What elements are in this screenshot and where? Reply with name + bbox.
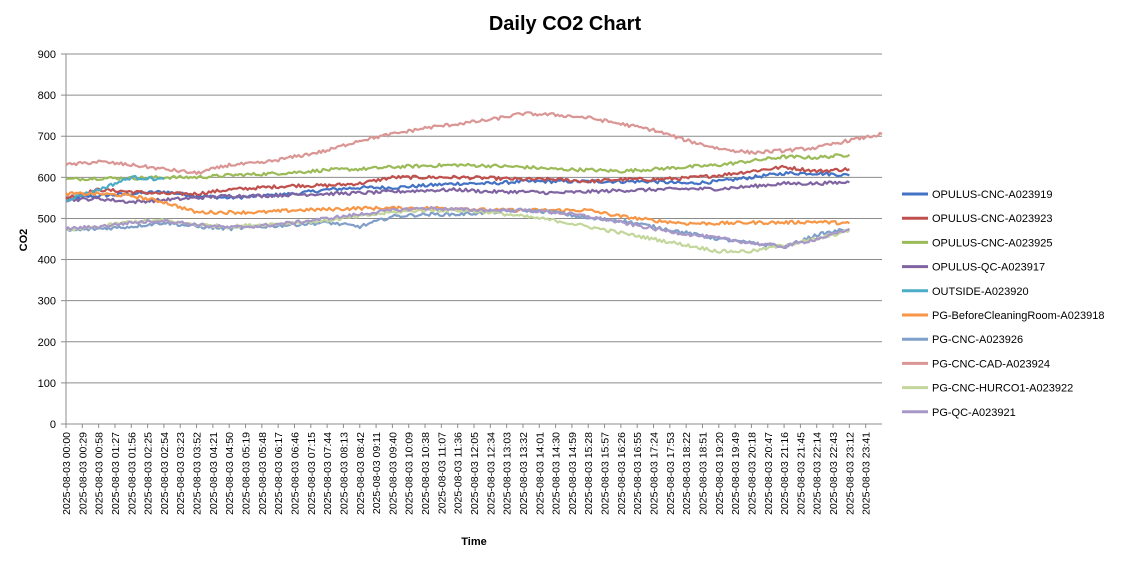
y-tick-label: 800 <box>38 90 56 102</box>
legend-item: PG-BeforeCleaningRoom-A023918 <box>902 310 1104 322</box>
x-tick-label: 2025-08-03 11:36 <box>453 432 465 514</box>
y-axis-label: CO2 <box>18 229 30 252</box>
x-tick-label: 2025-08-03 03:52 <box>192 432 204 515</box>
x-tick-label: 2025-08-03 19:20 <box>714 432 726 515</box>
x-tick-label: 2025-08-03 00:00 <box>61 432 73 515</box>
legend-label: OPULUS-QC-A023917 <box>932 262 1045 274</box>
legend-label: PG-QC-A023921 <box>932 407 1016 419</box>
legend-item: OPULUS-CNC-A023923 <box>902 213 1052 225</box>
x-tick-label: 2025-08-03 04:50 <box>224 432 236 515</box>
x-tick-label: 2025-08-03 05:48 <box>257 432 269 515</box>
x-tick-label: 2025-08-03 01:56 <box>126 432 138 515</box>
y-axis: 0 100 200 300 400 500 600 700 800 900 <box>38 49 67 431</box>
x-tick-label: 2025-08-03 23:12 <box>844 432 856 515</box>
gridlines <box>66 53 882 425</box>
legend-item: PG-CNC-HURCO1-A023922 <box>902 383 1073 395</box>
x-tick-label: 2025-08-03 18:22 <box>681 432 693 515</box>
x-tick-label: 2025-08-03 11:07 <box>436 432 448 514</box>
x-tick-label: 2025-08-03 01:27 <box>110 432 122 515</box>
x-tick-label: 2025-08-03 20:18 <box>746 432 758 515</box>
legend-label: OPULUS-CNC-A023925 <box>932 237 1052 249</box>
legend-item: OPULUS-CNC-A023919 <box>902 189 1052 201</box>
legend-item: PG-CNC-A023926 <box>902 334 1023 346</box>
x-tick-label: 2025-08-03 14:30 <box>551 432 563 515</box>
y-tick-label: 600 <box>38 172 56 184</box>
legend-item: PG-CNC-CAD-A023924 <box>902 358 1050 370</box>
legend-label: PG-CNC-HURCO1-A023922 <box>932 383 1073 395</box>
x-tick-label: 2025-08-03 20:47 <box>763 432 775 515</box>
x-axis: 2025-08-03 00:00 2025-08-03 00:29 2025-08-… <box>61 423 882 515</box>
x-tick-label: 2025-08-03 16:55 <box>632 432 644 515</box>
series-lines <box>65 111 883 254</box>
legend: OPULUS-CNC-A023919 OPULUS-CNC-A023923 OPUL… <box>902 189 1104 419</box>
legend-label: OPULUS-CNC-A023923 <box>932 213 1052 225</box>
legend-label: OPULUS-CNC-A023919 <box>932 189 1052 201</box>
x-axis-label: Time <box>461 536 486 548</box>
x-tick-label: 2025-08-03 14:01 <box>534 432 546 515</box>
x-tick-label: 2025-08-03 09:40 <box>387 432 399 515</box>
legend-item: OPULUS-QC-A023917 <box>902 262 1045 274</box>
x-tick-label: 2025-08-03 09:11 <box>371 432 383 514</box>
x-tick-label: 2025-08-03 14:59 <box>567 432 579 515</box>
x-tick-label: 2025-08-03 10:09 <box>404 432 416 515</box>
series-line <box>65 153 851 182</box>
x-tick-label: 2025-08-03 02:54 <box>159 432 171 515</box>
legend-label: PG-BeforeCleaningRoom-A023918 <box>932 310 1104 322</box>
series-line <box>65 170 850 200</box>
series-line <box>65 207 851 250</box>
x-tick-label: 2025-08-03 08:13 <box>338 432 350 515</box>
x-tick-label: 2025-08-03 00:58 <box>94 432 106 515</box>
x-tick-label: 2025-08-03 06:46 <box>289 432 301 515</box>
legend-label: PG-CNC-CAD-A023924 <box>932 358 1050 370</box>
x-tick-label: 2025-08-03 05:19 <box>241 432 253 515</box>
legend-item: OUTSIDE-A023920 <box>902 286 1029 298</box>
x-tick-label: 2025-08-03 17:24 <box>649 432 661 515</box>
x-tick-label: 2025-08-03 15:57 <box>600 432 612 515</box>
x-tick-label: 2025-08-03 12:05 <box>469 432 481 515</box>
x-tick-label: 2025-08-03 07:44 <box>322 432 334 515</box>
chart-title: Daily CO2 Chart <box>489 13 642 35</box>
y-tick-label: 900 <box>38 49 56 61</box>
y-tick-label: 100 <box>38 378 56 390</box>
x-tick-label: 2025-08-03 19:49 <box>730 432 742 515</box>
x-tick-label: 2025-08-03 02:25 <box>143 432 155 515</box>
y-tick-label: 200 <box>38 337 56 349</box>
x-tick-label: 2025-08-03 07:15 <box>306 432 318 515</box>
legend-label: OUTSIDE-A023920 <box>932 286 1029 298</box>
series-line <box>65 175 165 203</box>
x-tick-label: 2025-08-03 22:43 <box>828 432 840 515</box>
x-tick-label: 2025-08-03 04:21 <box>208 432 220 515</box>
series-line <box>65 164 850 200</box>
y-tick-label: 500 <box>38 213 56 225</box>
x-tick-label: 2025-08-03 10:38 <box>420 432 432 515</box>
y-tick-label: 700 <box>38 131 56 143</box>
series-line <box>65 111 883 176</box>
legend-item: OPULUS-CNC-A023925 <box>902 237 1052 249</box>
x-tick-label: 2025-08-03 17:53 <box>665 432 677 515</box>
series-line <box>65 180 850 205</box>
x-tick-label: 2025-08-03 16:26 <box>616 432 628 515</box>
y-tick-label: 0 <box>50 419 56 431</box>
x-tick-label: 2025-08-03 21:16 <box>779 432 791 515</box>
x-tick-label: 2025-08-03 21:45 <box>795 432 807 515</box>
x-tick-label: 2025-08-03 23:41 <box>861 432 873 515</box>
x-tick-label: 2025-08-03 22:14 <box>812 432 824 515</box>
x-tick-label: 2025-08-03 18:51 <box>697 432 709 515</box>
x-tick-label: 2025-08-03 08:42 <box>355 432 367 515</box>
x-tick-label: 2025-08-03 03:23 <box>175 432 187 515</box>
x-tick-label: 2025-08-03 13:32 <box>518 432 530 515</box>
y-tick-label: 300 <box>38 296 56 308</box>
legend-label: PG-CNC-A023926 <box>932 334 1023 346</box>
x-tick-label: 2025-08-03 15:28 <box>583 432 595 515</box>
y-tick-label: 400 <box>38 255 56 267</box>
series-line <box>65 205 850 249</box>
legend-item: PG-QC-A023921 <box>902 407 1016 419</box>
x-tick-label: 2025-08-03 13:03 <box>502 432 514 515</box>
x-tick-label: 2025-08-03 06:17 <box>273 432 285 515</box>
x-tick-label: 2025-08-03 12:34 <box>485 432 497 515</box>
x-tick-label: 2025-08-03 00:29 <box>77 432 89 515</box>
